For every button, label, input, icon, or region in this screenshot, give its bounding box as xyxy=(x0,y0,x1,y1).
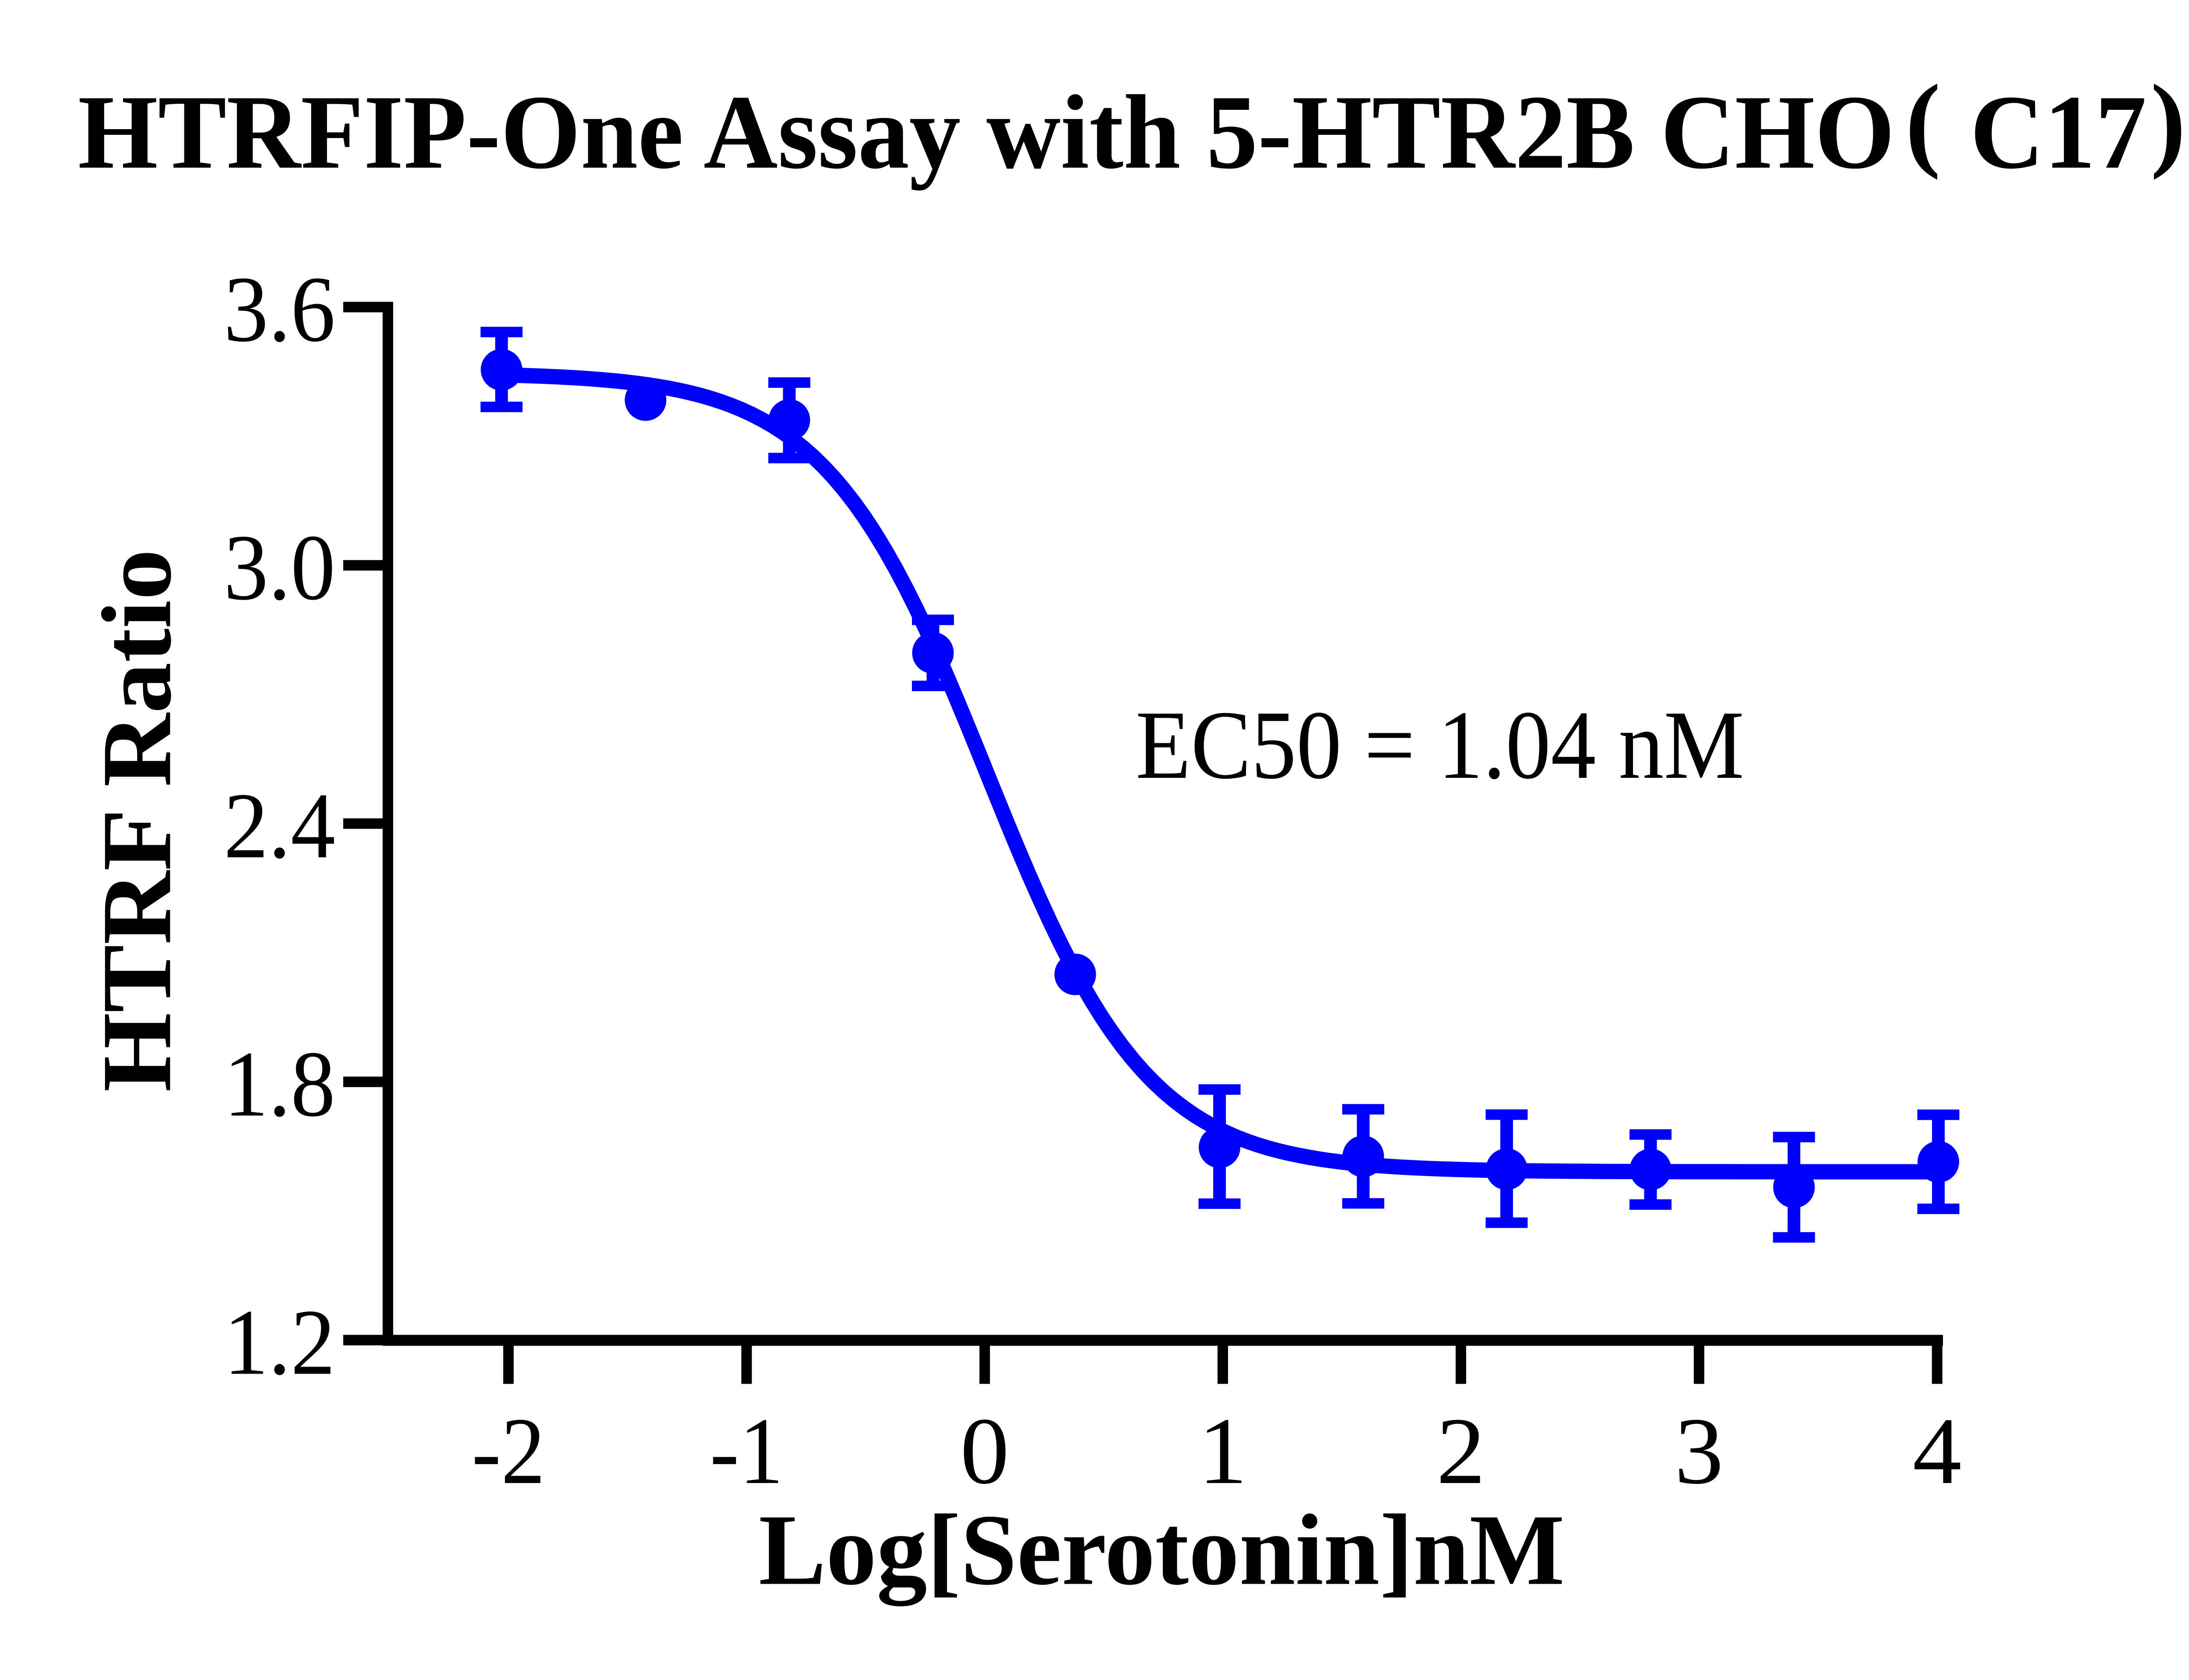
svg-text:HTRF Ratio: HTRF Ratio xyxy=(82,549,192,1092)
svg-text:EC50 = 1.04 nM: EC50 = 1.04 nM xyxy=(1136,691,1744,799)
svg-text:C17: C17 xyxy=(1970,74,2147,191)
svg-text:(: ( xyxy=(1905,63,1941,180)
svg-text:2: 2 xyxy=(1436,1399,1485,1504)
svg-text:3.0: 3.0 xyxy=(224,515,335,620)
svg-text:1.8: 1.8 xyxy=(224,1032,335,1136)
svg-text:1: 1 xyxy=(1198,1399,1247,1504)
svg-text:4: 4 xyxy=(1913,1399,1962,1504)
svg-text:-2: -2 xyxy=(472,1399,545,1504)
svg-text:-1: -1 xyxy=(710,1399,783,1504)
svg-text:2.4: 2.4 xyxy=(224,773,335,878)
svg-text:3.6: 3.6 xyxy=(224,257,335,362)
svg-text:HTRFIP-One Assay with 5-HTR2B: HTRFIP-One Assay with 5-HTR2B CHO xyxy=(78,74,1895,191)
svg-text:0: 0 xyxy=(960,1399,1009,1504)
svg-text:1.2: 1.2 xyxy=(224,1290,335,1395)
svg-text:Log[Serotonin]nM: Log[Serotonin]nM xyxy=(759,1494,1565,1606)
svg-text:): ) xyxy=(2150,63,2186,180)
svg-text:3: 3 xyxy=(1675,1399,1724,1504)
